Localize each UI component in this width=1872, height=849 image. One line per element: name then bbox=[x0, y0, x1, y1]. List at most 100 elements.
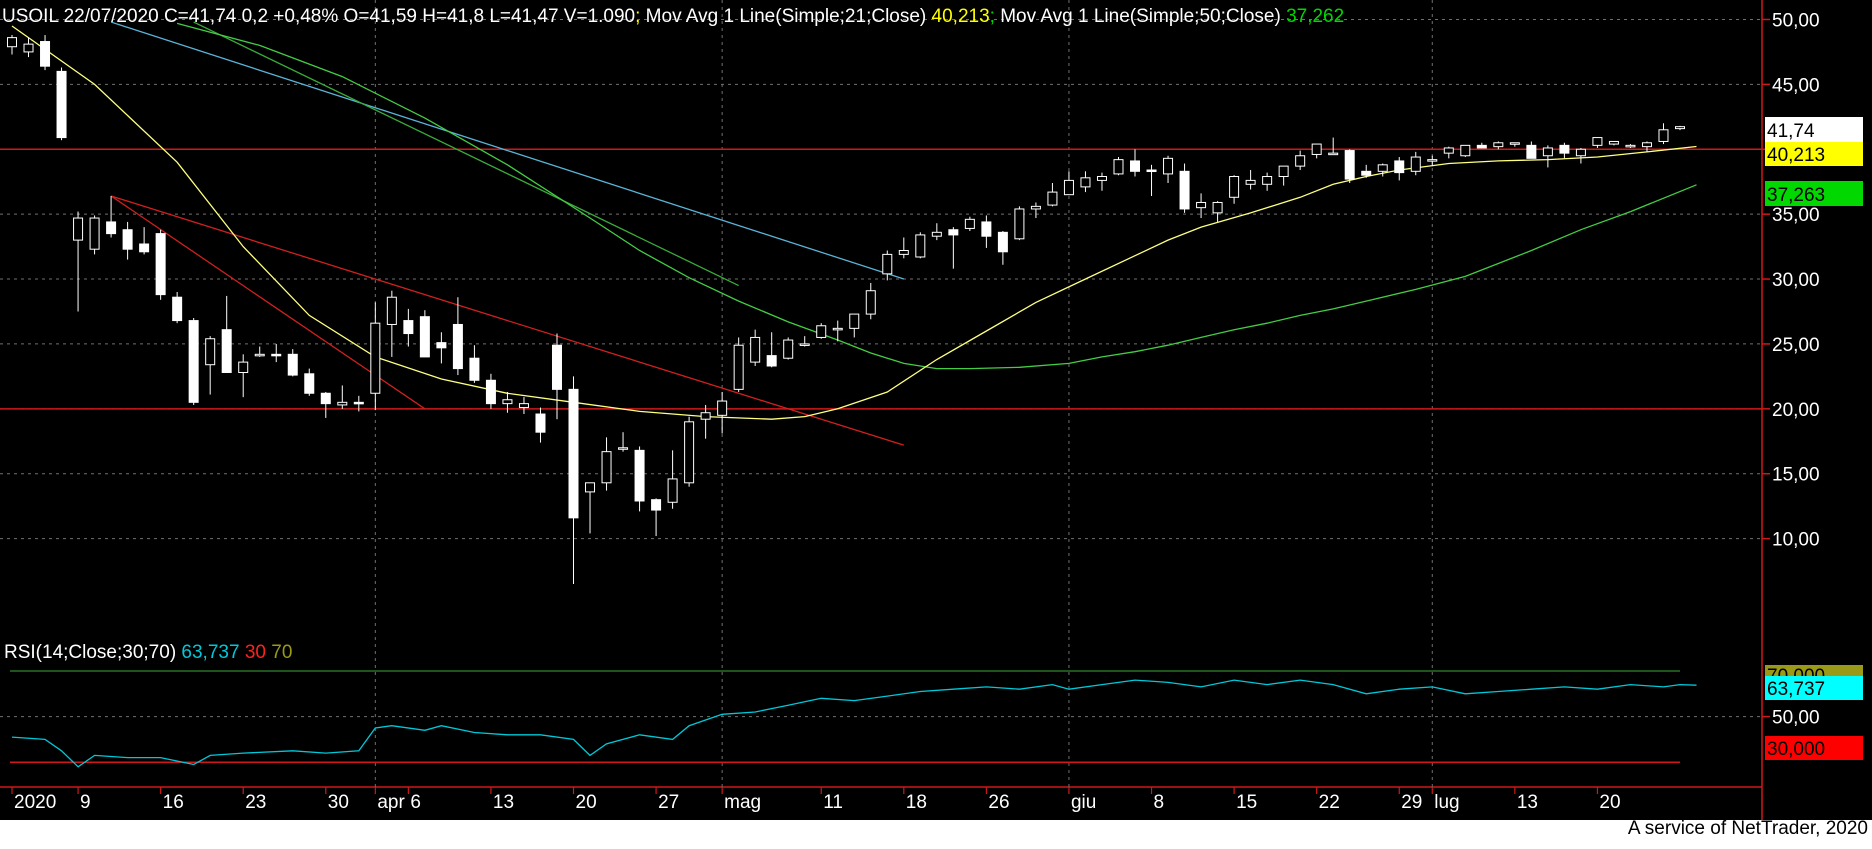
date-tick-label: 18 bbox=[906, 792, 927, 813]
candle-body-up bbox=[1047, 191, 1058, 206]
date-tick-label: 22 bbox=[1319, 792, 1340, 813]
candle-body-up bbox=[1328, 152, 1339, 156]
price-legend: USOIL 22/07/2020 C=41,74 0,2 +0,48% O=41… bbox=[2, 6, 1344, 27]
candle-body-down bbox=[1179, 170, 1190, 210]
candle-body-up bbox=[585, 482, 596, 493]
candle-body-down bbox=[106, 221, 117, 235]
rsi-value-tag-bg bbox=[1765, 676, 1863, 700]
price-tick-label: 20,00 bbox=[1772, 400, 1820, 421]
price-tags: 41,74 40,213 37,263 bbox=[1765, 117, 1863, 206]
green-trendline bbox=[193, 21, 739, 287]
candle-body-up bbox=[254, 353, 265, 357]
candle-body-down bbox=[651, 499, 662, 511]
candle-body-up bbox=[370, 322, 381, 394]
candle-body-up bbox=[931, 231, 942, 237]
candle-body-down bbox=[997, 231, 1008, 253]
candle-body-up bbox=[1443, 147, 1454, 154]
rsi-label: RSI(14;Close;30;70) bbox=[4, 642, 181, 663]
date-tick-label: 8 bbox=[1154, 792, 1165, 813]
rsi-upper: 70 bbox=[271, 642, 292, 663]
candle-body-up bbox=[1608, 140, 1619, 145]
price-tick-label: 50,00 bbox=[1772, 10, 1820, 31]
rsi-line bbox=[11, 679, 1697, 768]
candle-body-down bbox=[452, 323, 463, 370]
red-trendline bbox=[110, 195, 904, 446]
candle-body-down bbox=[568, 388, 579, 519]
candle-body-up bbox=[915, 234, 926, 258]
rsi-lower-tag: 30,000 bbox=[1767, 739, 1825, 760]
rsi-panel bbox=[10, 670, 1697, 768]
candle-body-up bbox=[205, 338, 216, 366]
candle-body-up bbox=[1245, 179, 1256, 185]
candle-body-down bbox=[155, 233, 166, 296]
ma50-label: Mov Avg 1 Line(Simple;50;Close) bbox=[995, 6, 1286, 27]
date-tick-label: mag bbox=[724, 792, 761, 813]
candle-body-up bbox=[1014, 208, 1025, 240]
candle-body-up bbox=[882, 253, 893, 275]
date-tick-label: apr bbox=[377, 792, 405, 813]
rsi-value-tag: 63,737 bbox=[1767, 679, 1825, 700]
candle-body-down bbox=[551, 344, 562, 390]
candle-body-down bbox=[1130, 160, 1141, 172]
candle-body-up bbox=[700, 412, 711, 420]
candle-body-down bbox=[1146, 169, 1157, 173]
candle-body-up bbox=[1295, 155, 1306, 167]
candle-body-down bbox=[172, 296, 183, 322]
candle-body-up bbox=[1262, 176, 1273, 185]
candle-body-up bbox=[1542, 147, 1553, 157]
candle-body-down bbox=[1476, 144, 1487, 149]
date-axis-labels: 2020 9 16 23 30 apr 6 13 20 27 mag 11 18 26 giu 8 15 22 29… bbox=[11, 787, 1621, 813]
price-tick-label: 15,00 bbox=[1772, 465, 1820, 486]
candle-body-up bbox=[337, 401, 348, 406]
candle-body-down bbox=[981, 221, 992, 237]
candle-body-up bbox=[1212, 201, 1223, 214]
candle-body-up bbox=[7, 37, 17, 48]
date-tick-label: lug bbox=[1434, 792, 1459, 813]
candle-body-down bbox=[1559, 144, 1570, 154]
date-tick-label: 20 bbox=[1599, 792, 1620, 813]
candle-body-up bbox=[23, 43, 34, 53]
date-tick-label: 11 bbox=[823, 792, 843, 813]
candle-body-up bbox=[1493, 142, 1504, 148]
ma21-label: Mov Avg 1 Line(Simple;21;Close) bbox=[640, 6, 931, 27]
candle-body-up bbox=[832, 327, 843, 331]
candle-body-up bbox=[1278, 165, 1289, 178]
date-tick-label: 16 bbox=[163, 792, 184, 813]
candle-body-up bbox=[1410, 156, 1421, 172]
candle-body-down bbox=[469, 357, 480, 381]
candle-body-up bbox=[386, 296, 397, 325]
date-tick-label: 13 bbox=[493, 792, 514, 813]
candle-body-down bbox=[287, 353, 298, 376]
date-tick-label: 6 bbox=[410, 792, 421, 813]
price-tick-label: 45,00 bbox=[1772, 75, 1820, 96]
candle-body-up bbox=[717, 400, 728, 416]
candle-body-down bbox=[1394, 160, 1405, 174]
candle-body-up bbox=[89, 217, 100, 250]
ma21-price-tag-bg bbox=[1765, 142, 1863, 166]
candle-body-down bbox=[535, 413, 546, 433]
date-tick-label: 26 bbox=[988, 792, 1009, 813]
candle-body-down bbox=[188, 320, 199, 403]
candle-body-up bbox=[1311, 143, 1322, 155]
candle-body-up bbox=[518, 403, 529, 409]
candle-body-up bbox=[1096, 176, 1107, 181]
candle-body-up bbox=[799, 343, 810, 346]
close-price-tag-bg bbox=[1765, 117, 1863, 142]
date-tick-label: 27 bbox=[658, 792, 679, 813]
candle-body-down bbox=[948, 229, 959, 236]
candle-body-up bbox=[1063, 179, 1074, 196]
candle-body-down bbox=[1344, 150, 1355, 180]
candle-body-down bbox=[353, 401, 364, 405]
date-tick-label: 23 bbox=[245, 792, 266, 813]
candle-body-down bbox=[221, 329, 232, 373]
candle-body-down bbox=[403, 320, 414, 335]
ma21-value: 40,213 bbox=[932, 6, 990, 27]
candle-body-down bbox=[40, 41, 51, 67]
candle-body-down bbox=[139, 243, 150, 253]
candle-body-up bbox=[684, 421, 695, 484]
candle-body-up bbox=[1509, 142, 1520, 145]
candle-body-up bbox=[865, 290, 876, 315]
candle-body-up bbox=[667, 478, 678, 503]
candle-body-down bbox=[271, 353, 282, 357]
candle-body-down bbox=[1526, 144, 1537, 159]
